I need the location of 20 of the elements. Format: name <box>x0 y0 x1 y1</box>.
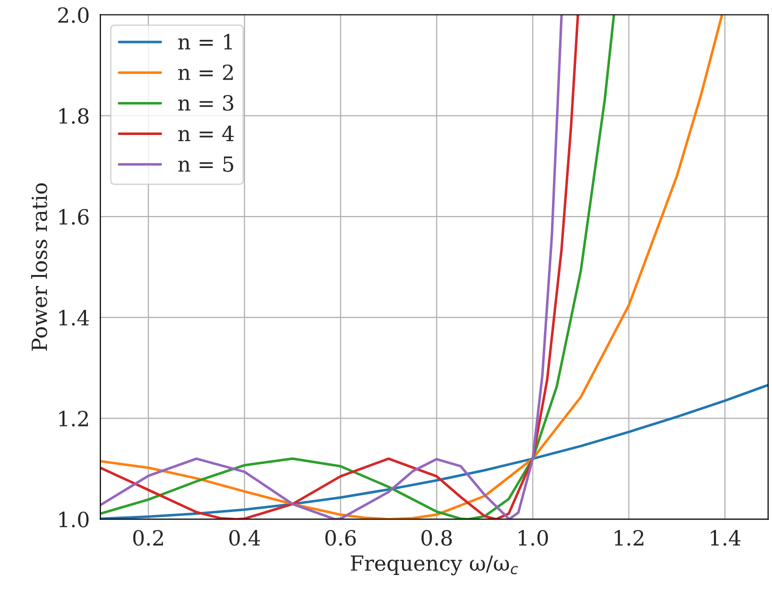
legend-label: n = 4 <box>178 126 234 142</box>
legend-label: n = 2 <box>178 64 233 80</box>
y-tick-label: 2.0 <box>58 7 89 23</box>
x-tick-label: 0.8 <box>421 530 452 546</box>
y-tick-label: 1.4 <box>59 310 89 326</box>
x-tick-label: 0.6 <box>325 530 356 546</box>
x-tick-label: 1.4 <box>710 530 740 546</box>
y-axis-title: Power loss ratio <box>31 183 48 351</box>
y-tick-label: 1.6 <box>59 208 89 225</box>
legend-label: n = 3 <box>178 95 234 111</box>
x-tick-label: 0.4 <box>229 530 260 546</box>
y-tick-label: 1.8 <box>59 108 89 124</box>
x-axis-title: Frequency ω/ω$_{c}$ <box>350 556 518 576</box>
legend-label: n = 1 <box>178 34 232 50</box>
x-tick-label: 1.0 <box>518 530 548 546</box>
y-tick-label: 1.0 <box>59 512 89 528</box>
legend-label: n = 5 <box>178 156 234 172</box>
x-tick-label: 0.2 <box>133 530 163 546</box>
x-tick-label: 1.2 <box>614 530 644 546</box>
y-tick-label: 1.2 <box>59 410 88 427</box>
